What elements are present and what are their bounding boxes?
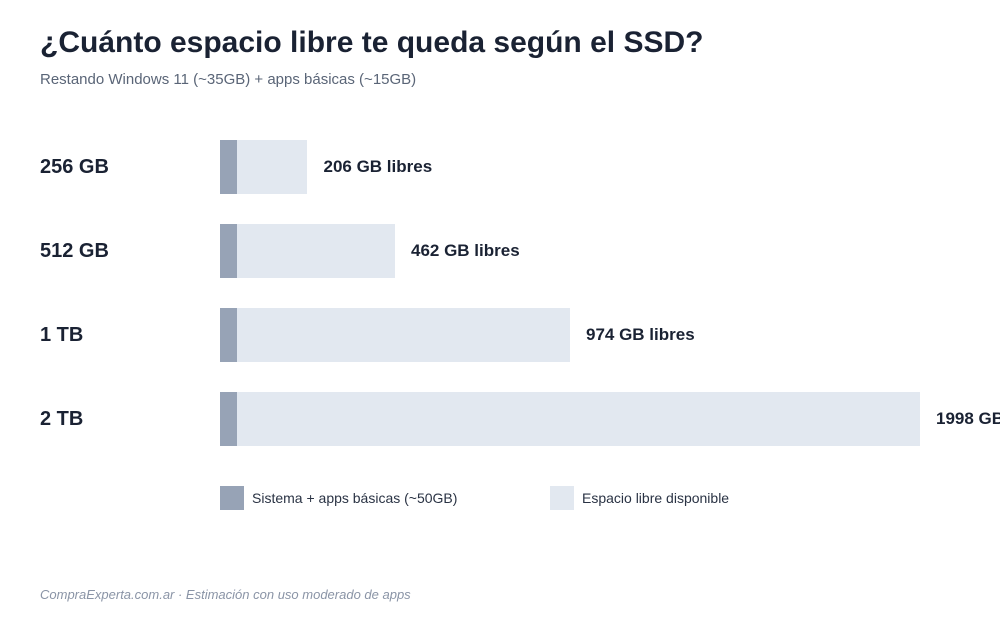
category-label: 256 GB (40, 156, 109, 178)
chart-title: ¿Cuánto espacio libre te queda según el … (40, 26, 704, 59)
bar-row: 256 GB 206 GB libres (0, 140, 1000, 194)
category-label: 512 GB (40, 240, 109, 262)
value-label: 1998 GB libres (936, 409, 1000, 428)
bar-row: 512 GB 462 GB libres (0, 224, 1000, 278)
bar-segment-free (237, 140, 308, 194)
chart-subtitle: Restando Windows 11 (~35GB) + apps básic… (40, 71, 417, 88)
bar-segment-system (220, 224, 238, 278)
value-label: 206 GB libres (323, 157, 433, 176)
bar-segment-system (220, 392, 238, 446)
bar-row: 2 TB 1998 GB libres (0, 392, 1000, 446)
footer-note: CompraExperta.com.ar · Estimación con us… (40, 587, 411, 602)
bar-segment-free (237, 224, 395, 278)
legend-label: Sistema + apps básicas (~50GB) (252, 490, 458, 506)
value-label: 974 GB libres (586, 325, 695, 344)
bar-segment-free (237, 308, 570, 362)
value-label: 462 GB libres (411, 241, 520, 260)
category-label: 1 TB (40, 324, 84, 346)
legend-label: Espacio libre disponible (582, 490, 730, 506)
bar-segment-system (220, 308, 238, 362)
bar-chart: 256 GB 206 GB libres 512 GB 462 GB libres 1 … (0, 120, 1000, 460)
legend-swatch (550, 486, 574, 510)
bar-segment-free (237, 392, 920, 446)
category-label: 2 TB (40, 408, 84, 430)
legend-swatch (220, 486, 244, 510)
bar-segment-system (220, 140, 238, 194)
bar-row: 1 TB 974 GB libres (0, 308, 1000, 362)
